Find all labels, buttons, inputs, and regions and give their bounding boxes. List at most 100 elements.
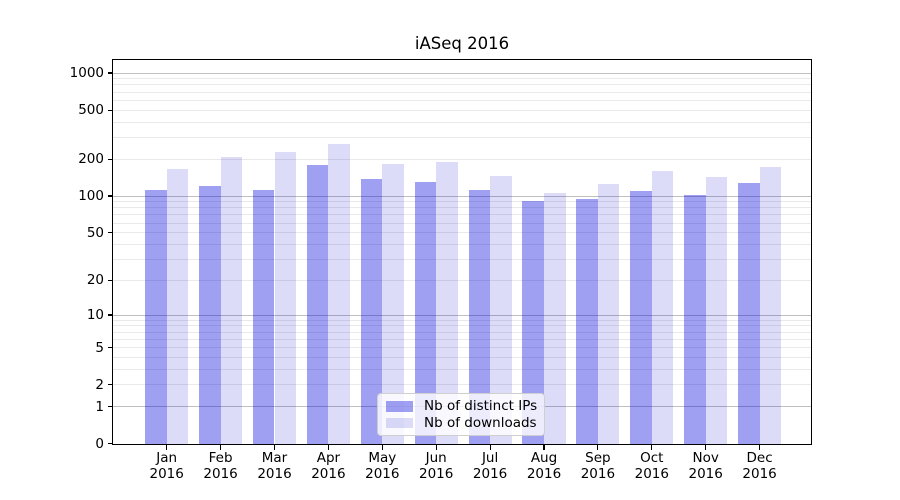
y-axis-tick	[108, 384, 113, 386]
x-axis-tick-label: Apr 2016	[311, 450, 346, 482]
gridline-minor	[113, 319, 811, 321]
x-axis-tick-label: Jan 2016	[149, 450, 184, 482]
y-axis-tick	[108, 109, 113, 111]
bar-distinct-ips	[738, 183, 760, 444]
x-axis-tick	[381, 445, 383, 450]
y-axis-tick	[108, 232, 113, 234]
bar-downloads	[166, 168, 189, 444]
bar-distinct-ips	[522, 201, 544, 444]
y-axis-tick-label: 20	[86, 272, 104, 289]
gridline-minor	[113, 279, 811, 281]
gridline-minor	[113, 91, 811, 93]
bar-distinct-ips	[684, 194, 706, 444]
y-axis-tick-label: 5	[95, 339, 104, 356]
y-axis-tick-label: 1	[95, 398, 104, 415]
x-axis-tick-label: May 2016	[365, 450, 400, 482]
gridline-minor	[113, 347, 811, 349]
bar-distinct-ips	[576, 198, 598, 444]
bar-distinct-ips	[468, 189, 491, 444]
gridline-minor	[113, 232, 811, 234]
x-axis-tick	[705, 445, 707, 450]
x-axis-tick-label: Jul 2016	[472, 450, 508, 482]
gridline-major	[113, 314, 811, 316]
y-axis-tick-label: 10	[86, 307, 104, 324]
legend-item-downloads: Nb of downloads	[386, 415, 537, 431]
bar-downloads	[328, 144, 350, 444]
x-axis-tick	[489, 445, 491, 450]
bar-downloads	[651, 171, 674, 444]
y-axis-tick	[108, 314, 113, 316]
legend-swatch-downloads	[386, 417, 413, 428]
x-axis-tick	[435, 445, 437, 450]
gridline-minor	[113, 158, 811, 160]
y-axis-tick-label: 2	[95, 376, 104, 393]
gridline-minor	[113, 136, 811, 138]
bar-downloads	[274, 152, 297, 444]
bar-downloads	[705, 177, 728, 444]
x-axis-tick-label: Mar 2016	[257, 450, 292, 482]
bar-distinct-ips	[360, 178, 383, 444]
y-axis-tick	[108, 346, 113, 349]
x-axis-tick-label: Nov 2016	[688, 450, 723, 482]
bar-distinct-ips	[630, 190, 652, 444]
gridline-minor	[113, 207, 811, 209]
bar-distinct-ips	[414, 182, 437, 444]
x-axis-tick	[327, 445, 329, 450]
bar-downloads	[544, 193, 566, 444]
gridline-major	[113, 72, 811, 74]
gridline-minor	[113, 84, 811, 86]
bar-downloads	[436, 161, 458, 444]
gridline-minor	[113, 109, 811, 111]
gridline-minor	[113, 356, 811, 358]
y-axis-tick	[108, 195, 113, 197]
bar-downloads	[759, 167, 782, 444]
y-axis-tick	[108, 405, 113, 408]
bar-downloads	[490, 175, 512, 444]
gridline-minor	[113, 325, 811, 327]
x-axis-tick-label: Aug 2016	[526, 450, 562, 482]
x-axis-tick-label: Oct 2016	[634, 450, 669, 482]
gridline-minor	[113, 201, 811, 203]
x-axis-tick	[273, 445, 276, 450]
gridline-minor	[113, 78, 811, 80]
gridline-minor	[113, 121, 811, 123]
legend: Nb of distinct IPs Nb of downloads	[377, 393, 545, 436]
x-axis-tick-label: Feb 2016	[203, 450, 238, 482]
y-axis-tick-label: 200	[78, 151, 104, 168]
legend-item-distinct-ips: Nb of distinct IPs	[386, 398, 538, 415]
gridline-minor	[113, 331, 811, 333]
x-axis-tick	[597, 445, 599, 450]
legend-swatch-distinct-ips	[386, 401, 413, 412]
gridline-minor	[113, 243, 811, 245]
y-axis-tick-label: 100	[78, 188, 104, 205]
y-axis-tick-label: 1000	[69, 65, 104, 82]
bar-downloads	[597, 183, 620, 444]
x-axis-tick	[759, 445, 761, 450]
bar-downloads	[382, 164, 404, 444]
bar-downloads	[220, 157, 243, 444]
gridline-minor	[113, 258, 811, 260]
gridline-minor	[113, 99, 811, 101]
bar-distinct-ips	[252, 190, 275, 444]
gridline-major	[113, 195, 811, 197]
y-axis-tick	[108, 279, 113, 281]
x-axis-tick	[166, 445, 168, 450]
y-axis-tick	[108, 72, 113, 74]
y-axis-tick	[108, 158, 113, 160]
y-axis-tick-label: 500	[78, 102, 104, 119]
y-axis-tick-label: 0	[95, 435, 104, 452]
bar-distinct-ips	[199, 186, 221, 444]
bar-distinct-ips	[306, 164, 329, 444]
chart-title: iASeq 2016	[414, 34, 510, 53]
y-axis-tick-label: 50	[86, 224, 104, 241]
gridline-minor	[113, 368, 811, 370]
x-axis-tick-label: Sep 2016	[580, 450, 616, 482]
plot-frame	[112, 59, 812, 445]
bar-distinct-ips	[145, 190, 167, 444]
legend-label-distinct-ips: Nb of distinct IPs	[424, 398, 538, 415]
gridline-minor	[113, 384, 811, 386]
x-axis-tick	[220, 445, 222, 450]
gridline-minor	[113, 338, 811, 340]
